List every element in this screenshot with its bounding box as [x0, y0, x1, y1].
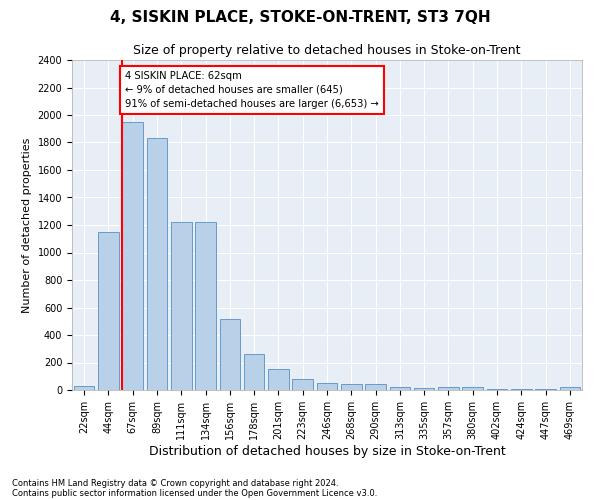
Bar: [414, 388, 434, 390]
Bar: [98, 232, 119, 390]
Bar: [195, 222, 216, 390]
Text: 4, SISKIN PLACE, STOKE-ON-TRENT, ST3 7QH: 4, SISKIN PLACE, STOKE-ON-TRENT, ST3 7QH: [110, 10, 490, 25]
Bar: [292, 379, 313, 390]
X-axis label: Distribution of detached houses by size in Stoke-on-Trent: Distribution of detached houses by size …: [149, 444, 505, 458]
Bar: [317, 383, 337, 390]
Bar: [560, 387, 580, 390]
Y-axis label: Number of detached properties: Number of detached properties: [22, 138, 32, 312]
Bar: [438, 387, 459, 390]
Bar: [146, 138, 167, 390]
Bar: [463, 387, 483, 390]
Text: Contains public sector information licensed under the Open Government Licence v3: Contains public sector information licen…: [12, 488, 377, 498]
Bar: [74, 386, 94, 390]
Bar: [341, 384, 362, 390]
Text: Contains HM Land Registry data © Crown copyright and database right 2024.: Contains HM Land Registry data © Crown c…: [12, 478, 338, 488]
Bar: [244, 354, 265, 390]
Text: 4 SISKIN PLACE: 62sqm
← 9% of detached houses are smaller (645)
91% of semi-deta: 4 SISKIN PLACE: 62sqm ← 9% of detached h…: [125, 71, 379, 109]
Bar: [389, 386, 410, 390]
Title: Size of property relative to detached houses in Stoke-on-Trent: Size of property relative to detached ho…: [133, 44, 521, 58]
Bar: [122, 122, 143, 390]
Bar: [268, 370, 289, 390]
Bar: [171, 222, 191, 390]
Bar: [365, 384, 386, 390]
Bar: [220, 319, 240, 390]
